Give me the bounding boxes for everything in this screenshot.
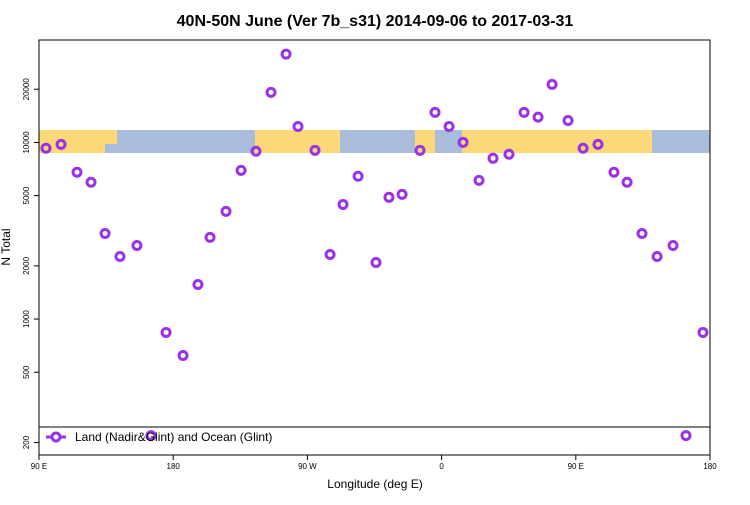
plot-frame bbox=[38, 39, 711, 456]
point bbox=[131, 239, 143, 251]
point bbox=[192, 278, 204, 290]
chart-title: 40N-50N June (Ver 7b_s31) 2014-09-06 to … bbox=[177, 13, 574, 30]
point bbox=[532, 111, 544, 123]
point bbox=[546, 78, 558, 90]
point bbox=[473, 174, 485, 186]
point bbox=[697, 326, 709, 338]
y-tick-label: 5000 bbox=[22, 186, 31, 204]
point bbox=[562, 115, 574, 127]
point bbox=[651, 251, 663, 263]
point bbox=[220, 205, 232, 217]
point bbox=[457, 136, 469, 148]
point bbox=[429, 106, 441, 118]
x-tick-label: 90 E bbox=[568, 462, 584, 471]
point bbox=[396, 188, 408, 200]
x-tick-label: 180 bbox=[703, 462, 717, 471]
point bbox=[621, 176, 633, 188]
y-tick-label: 500 bbox=[22, 365, 31, 379]
legend-label: Land (Nadir&Glint) and Ocean (Glint) bbox=[75, 430, 272, 444]
point bbox=[177, 349, 189, 361]
point bbox=[99, 228, 111, 240]
point bbox=[443, 121, 455, 133]
point bbox=[337, 199, 349, 211]
point bbox=[487, 152, 499, 164]
y-tick-label: 2000 bbox=[22, 256, 31, 274]
point bbox=[577, 142, 589, 154]
point bbox=[518, 106, 530, 118]
point bbox=[250, 145, 262, 157]
map-strip bbox=[39, 130, 710, 153]
point bbox=[85, 176, 97, 188]
point bbox=[309, 144, 321, 156]
point bbox=[370, 257, 382, 269]
point bbox=[414, 144, 426, 156]
point bbox=[114, 251, 126, 263]
point bbox=[608, 166, 620, 178]
point bbox=[265, 86, 277, 98]
point bbox=[324, 249, 336, 261]
y-tick-label: 1000 bbox=[22, 310, 31, 328]
point bbox=[235, 164, 247, 176]
y-tick-label: 200 bbox=[22, 435, 31, 449]
point bbox=[71, 166, 83, 178]
x-tick-label: 90 E bbox=[31, 462, 47, 471]
point bbox=[667, 239, 679, 251]
y-tick-label: 20000 bbox=[22, 78, 31, 101]
point bbox=[204, 231, 216, 243]
point bbox=[680, 430, 692, 442]
point bbox=[160, 326, 172, 338]
point bbox=[145, 430, 157, 442]
point bbox=[383, 191, 395, 203]
point bbox=[352, 170, 364, 182]
legend-marker bbox=[50, 431, 62, 443]
x-tick-label: 90 W bbox=[298, 462, 317, 471]
point bbox=[292, 121, 304, 133]
x-tick-label: 180 bbox=[167, 462, 181, 471]
point bbox=[636, 228, 648, 240]
point bbox=[592, 138, 604, 150]
point bbox=[55, 138, 67, 150]
y-tick-label: 10000 bbox=[22, 131, 31, 154]
point bbox=[280, 48, 292, 60]
point bbox=[503, 148, 515, 160]
point bbox=[40, 142, 52, 154]
x-tick-label: 0 bbox=[439, 462, 444, 471]
y-axis-label: N Total bbox=[0, 228, 13, 265]
x-axis-label: Longitude (deg E) bbox=[327, 477, 422, 491]
